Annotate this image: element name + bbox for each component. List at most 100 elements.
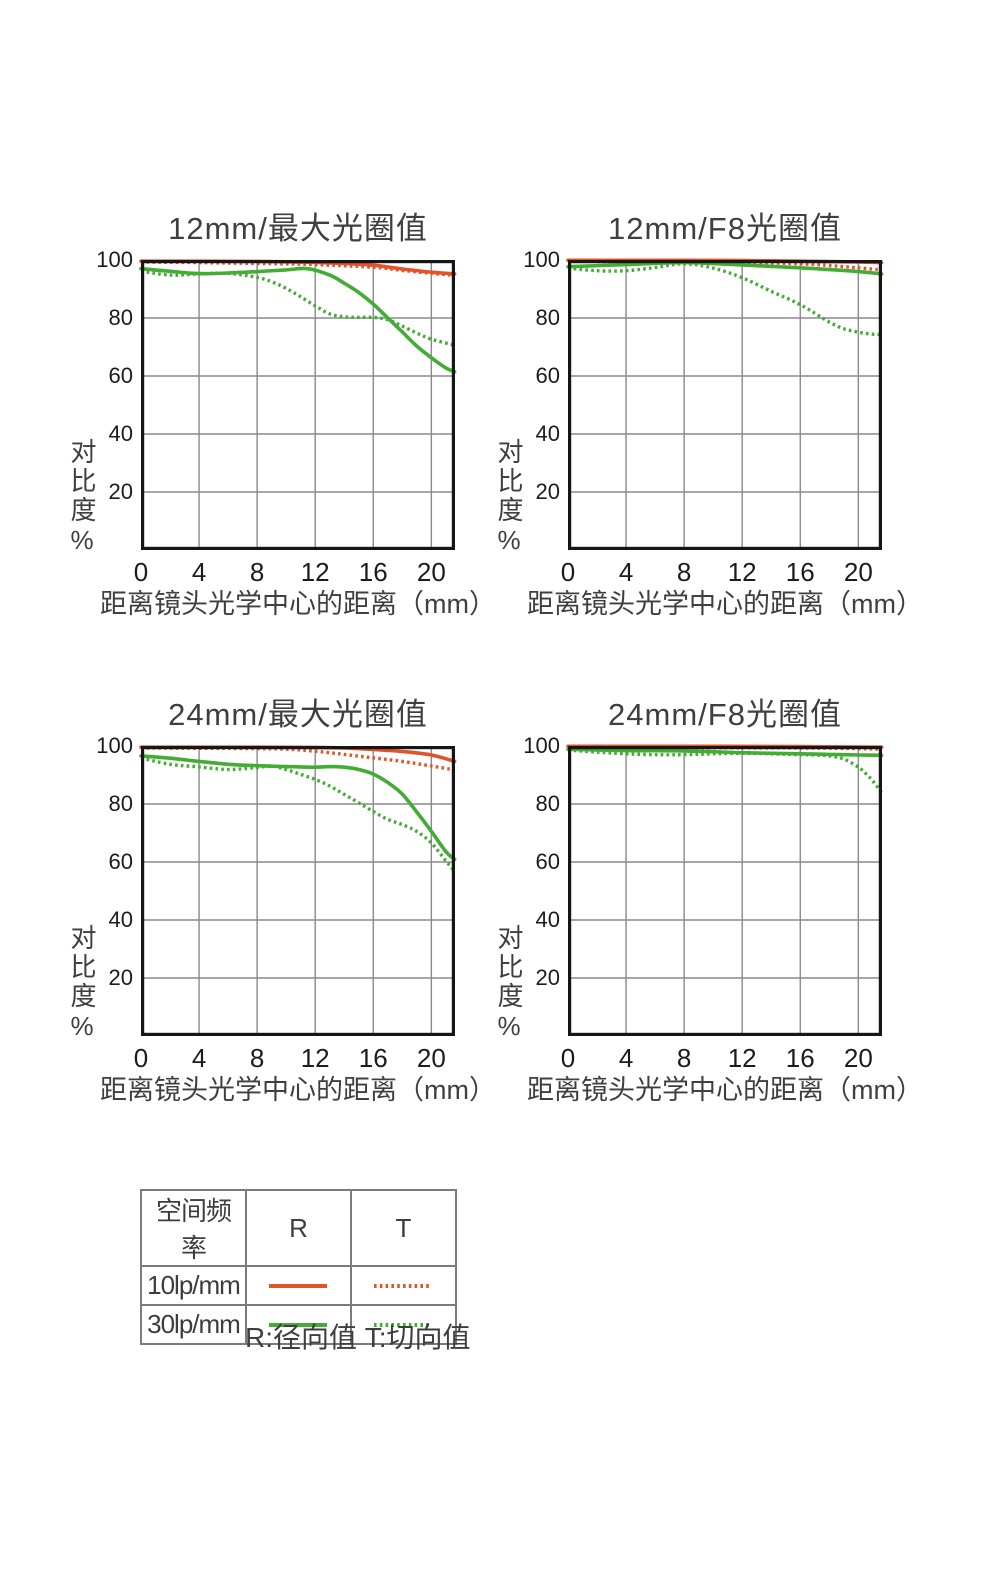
x-tick-label: 12	[300, 1043, 330, 1073]
y-axis-label: 对比度%	[67, 924, 97, 1044]
series-r-30lp-mm	[566, 260, 884, 276]
series-r-30lp-mm	[139, 754, 457, 862]
x-axis-label: 距离镜头光学中心的距离（mm）	[100, 589, 496, 619]
x-tick-label: 4	[618, 557, 634, 587]
y-tick-label: 60	[535, 849, 560, 874]
legend-swatch-30lpmm-solid	[245, 1304, 352, 1345]
x-tick-label: 20	[843, 1043, 873, 1073]
x-axis-ticks: 0 4 8 12 16 20	[134, 1036, 455, 1073]
y-tick-label: 80	[535, 791, 560, 816]
y-tick-label: 20	[108, 965, 133, 990]
y-tick-label: 60	[535, 363, 560, 388]
chart-24mm-max-aperture: 24mm/最大光圈值 对比度% 100 80 60 40 20 0 4 8 12 16 20 距离…	[67, 697, 496, 1105]
plot-area	[139, 745, 457, 1036]
x-axis-ticks: 0 4 8 12 16 20	[134, 550, 455, 587]
x-axis-label: 距离镜头光学中心的距离（mm）	[527, 1075, 923, 1105]
plot-border	[568, 260, 882, 550]
legend-label-30lpmm: 30lp/mm	[140, 1304, 247, 1345]
x-axis-label: 距离镜头光学中心的距离（mm）	[100, 1075, 496, 1105]
solid-line-icon	[269, 1283, 327, 1288]
y-tick-label: 40	[535, 907, 560, 932]
x-tick-label: 16	[358, 557, 388, 587]
legend-swatch-10lpmm-solid	[245, 1265, 352, 1306]
x-tick-label: 8	[676, 1043, 692, 1073]
x-tick-label: 16	[785, 557, 815, 587]
y-tick-label: 60	[108, 849, 133, 874]
chart-title: 24mm/最大光圈值	[168, 697, 428, 732]
chart-title: 12mm/最大光圈值	[168, 211, 428, 246]
x-tick-label: 8	[676, 557, 692, 587]
x-tick-label: 12	[300, 557, 330, 587]
chart-12mm-max-aperture: 12mm/最大光圈值 对比度% 100 80 60 40 20 0 4 8 12 16 20 距离…	[67, 211, 496, 619]
series-t-30lp-mm	[567, 748, 883, 794]
y-axis-label: 对比度%	[494, 924, 524, 1044]
x-tick-label: 12	[727, 557, 757, 587]
y-tick-label: 40	[535, 421, 560, 446]
legend-swatch-10lpmm-dotted	[350, 1265, 457, 1306]
y-tick-label: 40	[108, 907, 133, 932]
y-axis-ticks: 100 80 60 40 20	[55, 733, 133, 1036]
series-t-30lp-mm	[140, 269, 456, 347]
series-t-10lp-mm	[140, 260, 455, 278]
dotted-line-icon	[374, 1322, 432, 1327]
x-tick-label: 12	[727, 1043, 757, 1073]
x-tick-label: 16	[785, 1043, 815, 1073]
y-axis-label: 对比度%	[494, 438, 524, 558]
x-axis-ticks: 0 4 8 12 16 20	[561, 1036, 882, 1073]
y-axis-ticks: 100 80 60 40 20	[55, 247, 133, 550]
chart-24mm-f8-aperture: 24mm/F8光圈值 对比度% 100 80 60 40 20 0 4 8 12 16 20 距离…	[494, 697, 923, 1105]
plot-area	[566, 744, 884, 1036]
legend-header-tangential: T	[350, 1189, 457, 1267]
x-tick-label: 20	[416, 557, 446, 587]
y-tick-label: 20	[535, 965, 560, 990]
plot-border	[568, 746, 882, 1036]
y-axis-ticks: 100 80 60 40 20	[482, 733, 560, 1036]
solid-line-icon	[269, 1322, 327, 1327]
x-tick-label: 20	[843, 557, 873, 587]
y-tick-label: 60	[108, 363, 133, 388]
x-tick-label: 4	[618, 1043, 634, 1073]
x-tick-label: 0	[133, 1043, 149, 1073]
x-tick-label: 20	[416, 1043, 446, 1073]
y-tick-label: 40	[108, 421, 133, 446]
x-tick-label: 16	[358, 1043, 388, 1073]
plot-area	[139, 259, 457, 550]
x-tick-label: 0	[560, 1043, 576, 1073]
x-tick-label: 4	[191, 1043, 207, 1073]
x-tick-label: 0	[560, 557, 576, 587]
series-t-30lp-mm	[567, 262, 882, 337]
x-tick-label: 4	[191, 557, 207, 587]
legend-row-10lpmm: 10lp/mm	[140, 1265, 457, 1306]
x-axis-ticks: 0 4 8 12 16 20	[561, 550, 882, 587]
y-tick-label: 100	[96, 733, 133, 758]
series-t-10lp-mm	[567, 259, 882, 272]
chart-title: 24mm/F8光圈值	[608, 697, 842, 732]
x-tick-label: 8	[249, 557, 265, 587]
dotted-line-icon	[374, 1283, 432, 1288]
legend-header-frequency: 空间频率	[140, 1189, 247, 1267]
series-t-30lp-mm	[140, 756, 456, 873]
legend-caption: R:径向值 T:切向值	[245, 1322, 471, 1353]
y-tick-label: 80	[108, 791, 133, 816]
chart-12mm-f8-aperture: 12mm/F8光圈值 对比度% 100 80 60 40 20 0 4 8 12 16 20 距离…	[494, 211, 923, 619]
legend-header-radial: R	[245, 1189, 352, 1267]
plot-border	[141, 260, 455, 550]
legend-header-row: 空间频率 R T	[140, 1189, 457, 1267]
y-tick-label: 100	[523, 247, 560, 272]
plot-border	[141, 746, 455, 1036]
y-tick-label: 80	[535, 305, 560, 330]
chart-title: 12mm/F8光圈值	[608, 211, 842, 246]
x-tick-label: 0	[133, 557, 149, 587]
y-tick-label: 100	[523, 733, 560, 758]
y-axis-label: 对比度%	[67, 438, 97, 558]
y-tick-label: 100	[96, 247, 133, 272]
y-tick-label: 80	[108, 305, 133, 330]
y-tick-label: 20	[535, 479, 560, 504]
series-r-30lp-mm	[139, 266, 457, 374]
legend-label-10lpmm: 10lp/mm	[140, 1265, 247, 1306]
legend-table: 空间频率 R T 10lp/mm	[140, 1189, 457, 1345]
y-tick-label: 20	[108, 479, 133, 504]
x-axis-label: 距离镜头光学中心的距离（mm）	[527, 589, 923, 619]
legend-row-30lpmm: 30lp/mm	[140, 1304, 457, 1345]
